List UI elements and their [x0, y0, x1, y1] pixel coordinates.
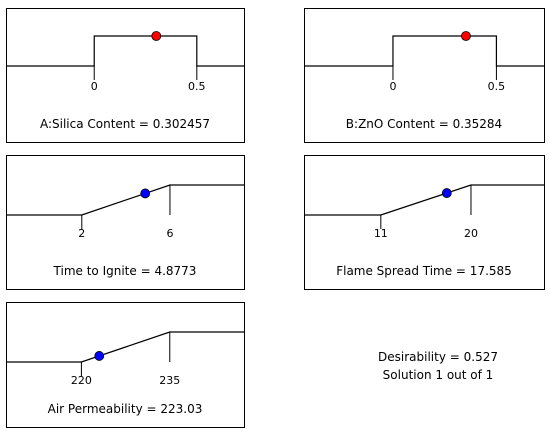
tick-label: 6	[166, 227, 173, 240]
panel-b-zno-content: 0 0.5 B:ZnO Content = 0.35284	[304, 8, 545, 143]
panel-caption: Air Permeability = 223.03	[48, 402, 203, 416]
tick-label: 235	[159, 374, 180, 387]
tick-label: 0.5	[488, 80, 506, 93]
panel-caption: Time to Ignite = 4.8773	[53, 264, 197, 278]
solution-text: Solution 1 out of 1	[383, 368, 494, 382]
desirability-text: Desirability = 0.527	[378, 350, 498, 364]
desirability-curve	[304, 35, 545, 67]
panel-frame	[6, 155, 245, 290]
solution-marker	[461, 31, 471, 41]
tick-label: 0.5	[188, 80, 206, 93]
panel-air-permeability: 220 235 Air Permeability = 223.03	[6, 302, 245, 428]
panel-frame	[6, 302, 245, 428]
tick-label: 2	[78, 227, 85, 240]
desirability-curve	[6, 35, 245, 67]
panel-caption: A:Silica Content = 0.302457	[40, 117, 210, 131]
desirability-curve	[304, 184, 545, 216]
panel-frame	[6, 8, 245, 143]
tick-label: 220	[71, 374, 92, 387]
panel-caption: B:ZnO Content = 0.35284	[346, 117, 502, 131]
solution-marker	[441, 188, 452, 198]
panel-time-to-ignite: 2 6 Time to Ignite = 4.8773	[6, 155, 245, 290]
panel-caption: Flame Spread Time = 17.585	[336, 264, 512, 278]
panel-frame	[304, 8, 545, 143]
panel-flame-spread-time: 11 20 Flame Spread Time = 17.585	[304, 155, 545, 290]
desirability-curve	[6, 184, 245, 216]
panel-a-silica-content: 0 0.5 A:Silica Content = 0.302457	[6, 8, 245, 143]
solution-marker	[151, 31, 162, 41]
tick-label: 0	[389, 80, 396, 93]
tick-label: 0	[91, 80, 98, 93]
panel-frame	[304, 155, 545, 290]
tick-label: 11	[374, 227, 388, 240]
solution-marker	[140, 188, 151, 199]
tick-label: 20	[464, 227, 478, 240]
solution-marker	[94, 351, 105, 361]
desirability-curve	[6, 331, 245, 363]
